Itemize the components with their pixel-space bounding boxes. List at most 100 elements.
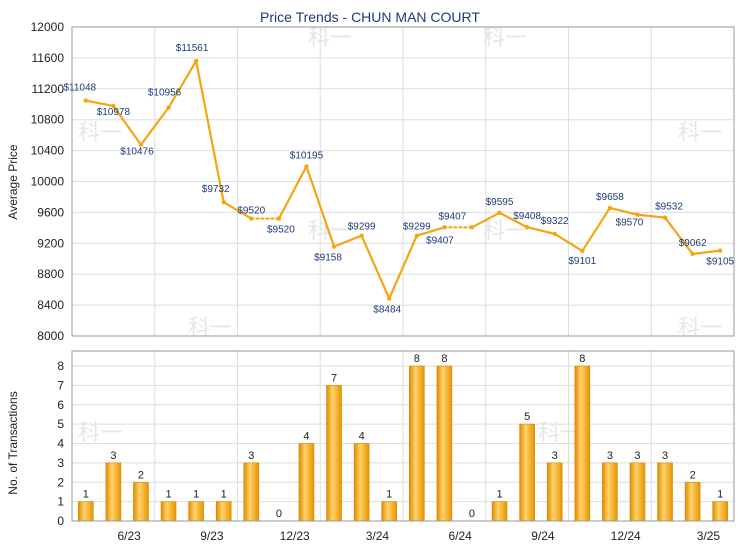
- transactions-y-tick-label: 7: [57, 378, 64, 392]
- price-line-segment: [139, 106, 170, 146]
- transaction-bar-label: 3: [248, 450, 254, 462]
- price-data-label: $9407: [438, 211, 466, 222]
- watermark-text: 科一: [308, 26, 352, 51]
- price-point: [469, 225, 475, 230]
- price-data-label: $9062: [679, 238, 707, 249]
- transaction-bar: [243, 462, 260, 522]
- price-line-segment: [415, 226, 446, 237]
- transaction-bar: [574, 365, 591, 522]
- transactions-plot-frame: [71, 350, 735, 522]
- price-line-segment: [470, 211, 501, 229]
- transaction-bar-label: 3: [662, 450, 668, 462]
- transaction-bar: [657, 462, 673, 522]
- price-series: [83, 58, 723, 301]
- watermark-text: 科一: [483, 26, 527, 51]
- price-data-label: $10956: [148, 88, 182, 99]
- price-point: [276, 216, 282, 221]
- price-point: [166, 105, 171, 110]
- transaction-bar-label: 7: [331, 372, 337, 384]
- price-line-segment: [691, 249, 722, 256]
- price-y-tick-label: 12000: [31, 20, 65, 34]
- price-line-segment: [636, 213, 667, 219]
- transactions-x-tick-label: 3/25: [697, 529, 721, 543]
- transaction-bar-label: 5: [524, 411, 530, 423]
- transactions-y-axis-label: No. of Transactions: [6, 391, 20, 494]
- price-line-segment: [112, 104, 143, 146]
- price-point: [249, 216, 254, 221]
- price-line-segment: [222, 201, 253, 220]
- transactions-x-tick-label: 6/23: [117, 529, 141, 543]
- price-line-segment: [608, 206, 639, 216]
- transactions-y-tick-label: 1: [57, 495, 64, 509]
- transaction-bar-label: 1: [193, 489, 199, 501]
- price-y-tick-label: 10800: [31, 113, 65, 127]
- transaction-bar: [188, 501, 204, 522]
- transactions-y-tick-label: 2: [57, 475, 64, 489]
- price-point: [442, 225, 447, 230]
- price-point: [690, 251, 695, 257]
- price-point: [607, 205, 613, 211]
- price-line-segment: [305, 165, 336, 248]
- transaction-bar-label: 1: [83, 489, 89, 501]
- transaction-bar-label: 4: [359, 431, 365, 443]
- price-data-label: $9570: [616, 218, 644, 229]
- transaction-bar-label: 0: [469, 508, 475, 520]
- price-line-segment: [167, 59, 198, 109]
- price-point-labels: $11048 $10978 $10476 $10956 $11561 $9732 $9520…: [63, 43, 734, 316]
- price-data-label: $10978: [97, 107, 131, 118]
- transaction-bar: [602, 462, 618, 522]
- price-y-tick-label: 9600: [37, 205, 64, 219]
- price-data-label: $11561: [176, 43, 209, 54]
- transactions-y-tick-label: 5: [57, 417, 64, 431]
- transaction-bar: [215, 501, 232, 522]
- price-point: [221, 200, 226, 205]
- transaction-bar-label: 1: [717, 489, 723, 501]
- price-data-label: $10195: [290, 150, 324, 161]
- transaction-bar-label: 0: [276, 508, 282, 520]
- price-line-segment: [526, 226, 556, 235]
- price-point: [304, 164, 309, 169]
- price-point: [414, 233, 419, 238]
- transactions-y-tick-label: 0: [57, 514, 64, 528]
- transactions-x-tick-label: 9/24: [531, 529, 555, 543]
- price-point: [662, 215, 668, 220]
- price-point: [718, 248, 723, 253]
- price-point: [193, 58, 199, 64]
- price-point: [331, 244, 337, 249]
- price-point: [635, 212, 640, 217]
- transaction-bar-label: 3: [634, 450, 640, 462]
- chart-title: Price Trends - CHUN MAN COURT: [260, 9, 480, 25]
- price-point: [497, 210, 502, 215]
- transaction-bar-label: 1: [386, 489, 392, 501]
- price-data-label: $9532: [655, 202, 683, 213]
- transaction-bar: [491, 501, 508, 522]
- transaction-bar-label: 8: [414, 353, 420, 365]
- price-point: [552, 231, 557, 237]
- transaction-bar: [160, 501, 177, 522]
- price-data-label: $9105: [706, 257, 734, 268]
- transaction-bar: [105, 462, 122, 522]
- transactions-x-tick-label: 6/24: [448, 529, 472, 543]
- price-y-tick-label: 11200: [32, 82, 65, 96]
- transaction-bar-label: 2: [138, 469, 144, 481]
- price-data-label: $9299: [403, 222, 431, 233]
- transaction-bar-label: 8: [579, 353, 585, 365]
- transactions-x-tick-label: 3/24: [366, 529, 390, 543]
- transactions-y-tick-label: 3: [57, 456, 64, 470]
- transaction-bar-label: 3: [607, 450, 613, 462]
- price-data-label: $9595: [486, 197, 514, 208]
- price-y-ticks: 8000 8400 8800 9200 9600 10000 10400 10800 11200…: [31, 20, 65, 343]
- watermark-text: 科一: [78, 121, 122, 146]
- price-data-label: $9322: [541, 216, 569, 227]
- price-point: [111, 103, 116, 109]
- price-data-label: $9520: [237, 206, 265, 217]
- price-line-segment: [553, 232, 584, 253]
- transactions-bars: 1 3 2 1 1 1 3 0 4 7 4 1 8 8 0 1 5 3 8 3 3 3 2 1: [77, 353, 729, 522]
- transactions-x-tick-label: 12/23: [280, 529, 310, 543]
- price-data-label: $9299: [348, 222, 376, 233]
- price-data-label: $9658: [596, 192, 624, 203]
- transaction-bar: [381, 501, 398, 522]
- transaction-bar: [684, 481, 701, 522]
- transaction-bar: [712, 501, 729, 522]
